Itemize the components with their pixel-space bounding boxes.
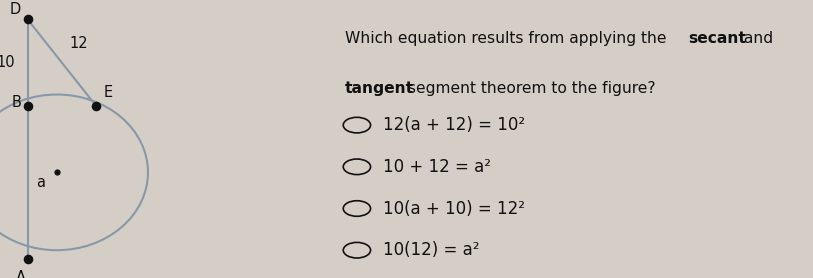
- Text: 12(a + 12) = 10²: 12(a + 12) = 10²: [383, 116, 525, 134]
- Text: and: and: [739, 31, 773, 46]
- Text: 10: 10: [0, 55, 15, 70]
- Text: 10(12) = a²: 10(12) = a²: [383, 241, 479, 259]
- Text: secant: secant: [689, 31, 746, 46]
- Text: A: A: [16, 270, 26, 278]
- Text: tangent: tangent: [345, 81, 414, 96]
- Text: 10(a + 10) = 12²: 10(a + 10) = 12²: [383, 200, 524, 217]
- Text: segment theorem to the figure?: segment theorem to the figure?: [403, 81, 656, 96]
- Text: D: D: [10, 2, 21, 17]
- Point: [89, 103, 102, 108]
- Text: B: B: [11, 95, 21, 110]
- Point: [50, 170, 63, 175]
- Point: [21, 256, 34, 261]
- Text: 12: 12: [70, 36, 89, 51]
- Text: 10 + 12 = a²: 10 + 12 = a²: [383, 158, 491, 176]
- Point: [21, 17, 34, 22]
- Text: Which equation results from applying the: Which equation results from applying the: [345, 31, 671, 46]
- Text: E: E: [104, 85, 113, 100]
- Text: a: a: [36, 175, 45, 190]
- Point: [21, 103, 34, 108]
